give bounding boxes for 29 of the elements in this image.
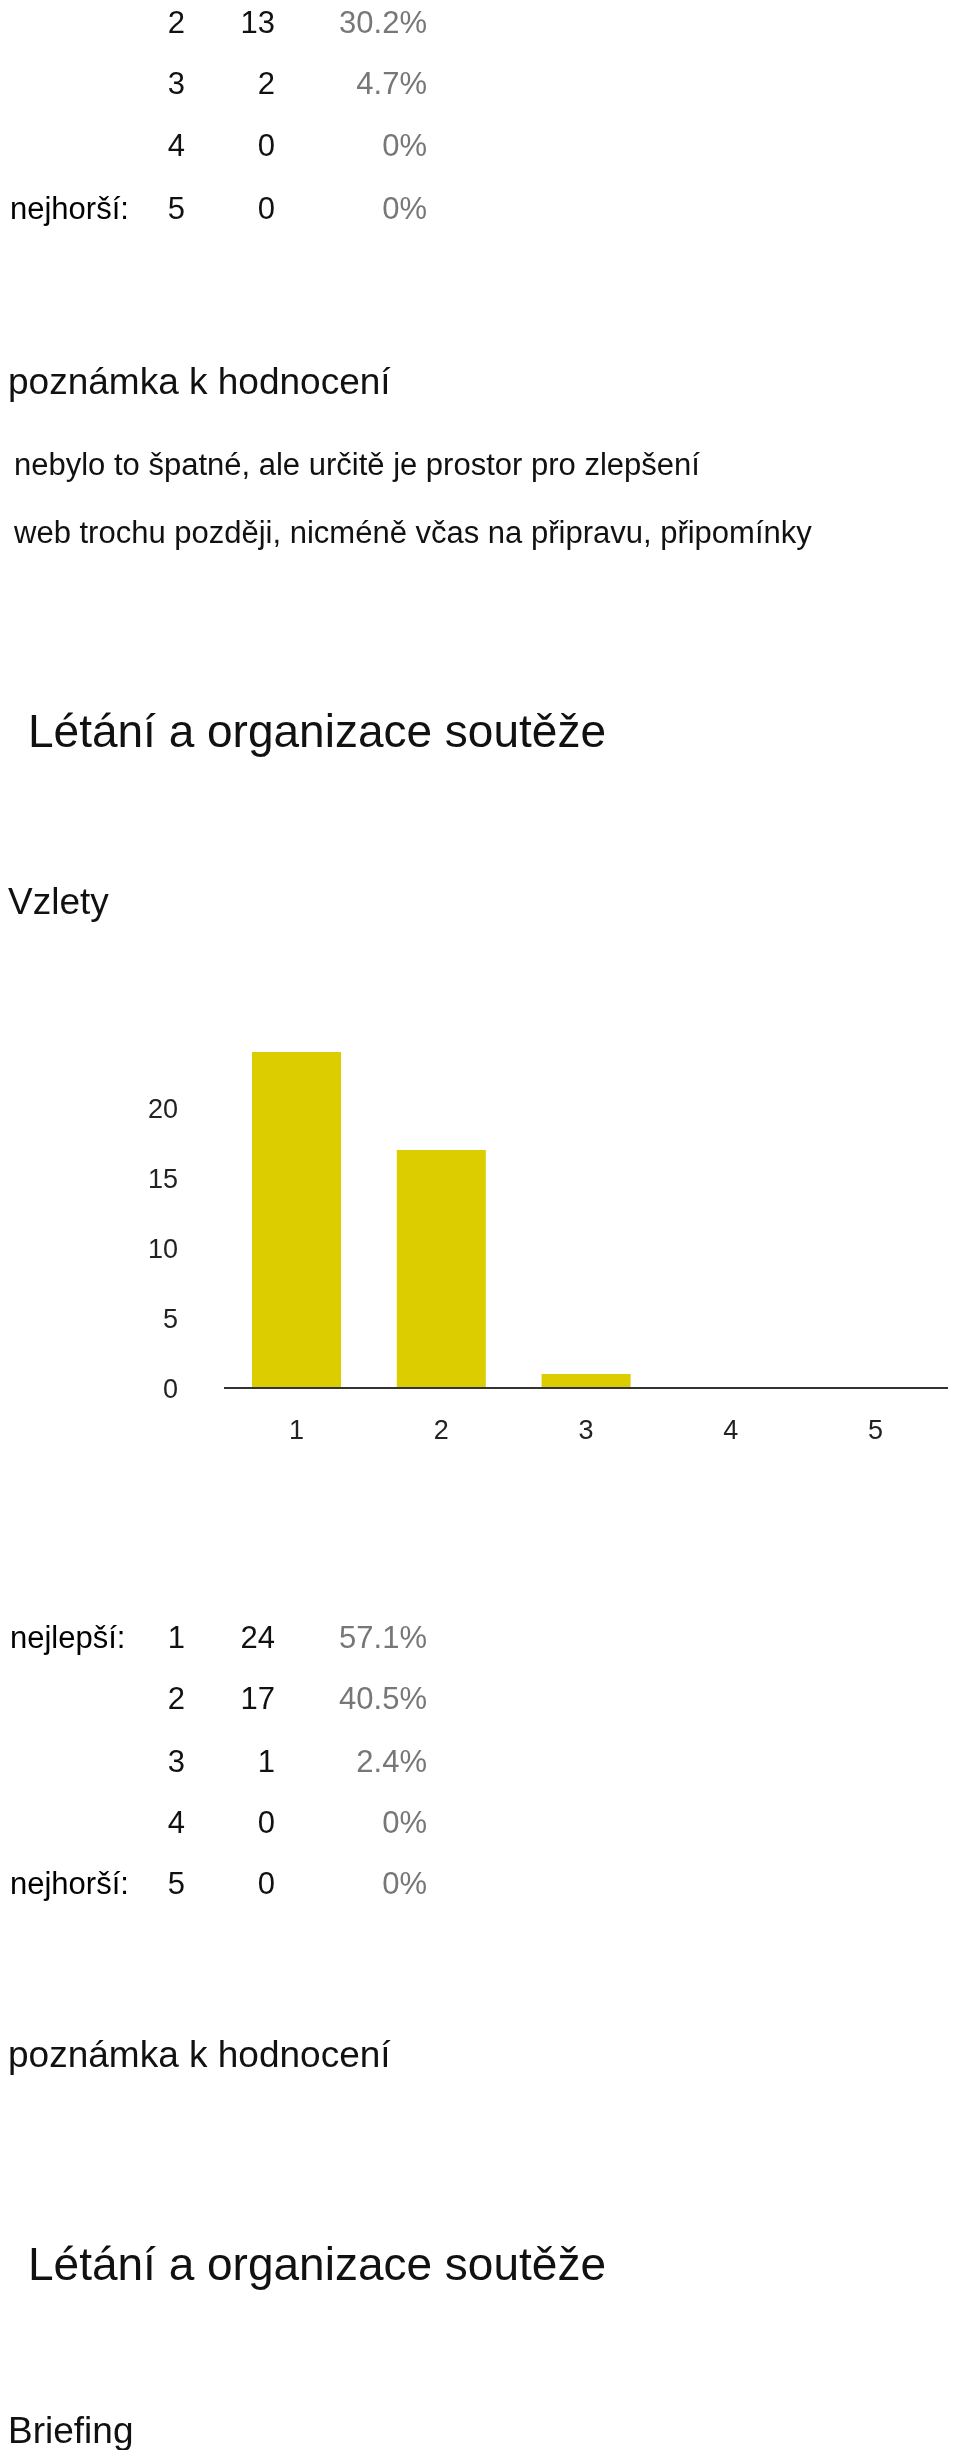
text: nejlepší: 1 24 57.1% (10, 1620, 427, 1655)
text: 4 0 0% (167, 128, 427, 163)
text: 2 13 30.2% (167, 5, 427, 40)
text: 4 0 0% (167, 1805, 427, 1840)
x-tick-label: 2 (433, 1415, 449, 1446)
text: poznámka k hodnocení (8, 361, 391, 402)
text: 3 2 4.7% (167, 66, 427, 101)
text: nejhorší: 5 0 0% (10, 1866, 427, 1901)
text: 3 1 2.4% (167, 1744, 427, 1779)
bar (541, 1374, 631, 1388)
text: poznámka k hodnocení (8, 2034, 391, 2075)
chart-title: Létání a organizace soutěže (28, 705, 606, 757)
bar (252, 1052, 341, 1388)
y-tick-label: 0 (162, 1373, 178, 1404)
x-tick-label: 1 (288, 1415, 304, 1446)
text: web trochu později, nicméně včas na připravu, připomínky (14, 515, 812, 550)
x-tick-label: 4 (723, 1415, 739, 1446)
y-tick-label: 10 (147, 1233, 178, 1264)
bar (396, 1150, 486, 1388)
text: Létání a organizace soutěže (28, 2238, 606, 2290)
x-tick-label: 5 (868, 1415, 884, 1446)
x-tick-label: 3 (578, 1415, 594, 1446)
y-tick-label: 15 (147, 1163, 178, 1194)
chart-subtitle: Vzlety (8, 881, 109, 922)
y-tick-label: 5 (162, 1303, 178, 1334)
y-tick-label: 20 (147, 1093, 178, 1124)
text: nejhorší: 5 0 0% (10, 191, 427, 226)
text: 2 17 40.5% (167, 1681, 427, 1716)
text: nebylo to špatné, ale určitě je prostor pro zlepšení (14, 447, 700, 482)
